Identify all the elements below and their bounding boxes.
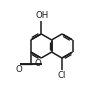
Text: O: O xyxy=(34,59,41,68)
Text: OH: OH xyxy=(35,12,48,20)
Text: Cl: Cl xyxy=(58,71,66,80)
Text: O: O xyxy=(15,65,22,74)
